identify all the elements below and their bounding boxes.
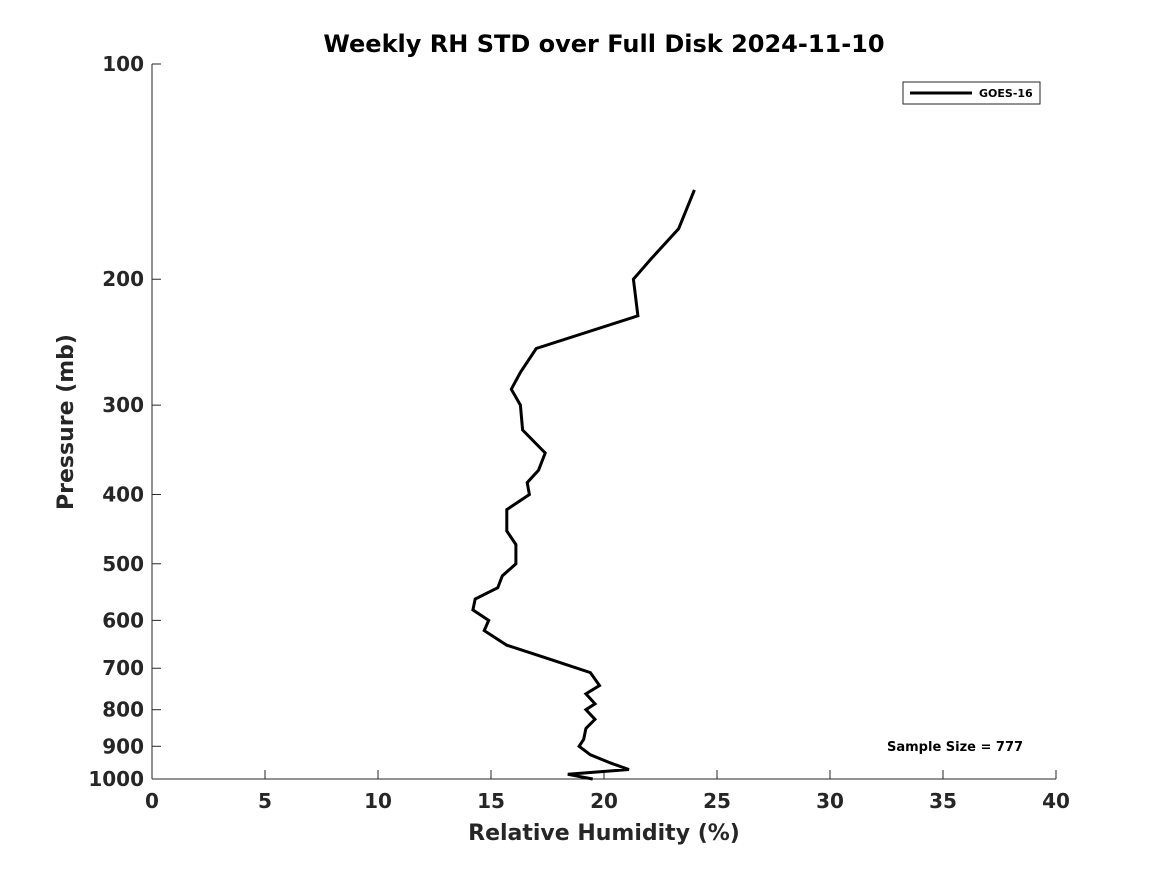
- x-axis-label: Relative Humidity (%): [468, 821, 740, 846]
- x-tick-label: 10: [364, 789, 392, 813]
- series-line-goes-16: [471, 189, 696, 781]
- y-tick-label: 100: [102, 52, 144, 76]
- chart-title: Weekly RH STD over Full Disk 2024-11-10: [323, 30, 884, 58]
- y-tick-label: 300: [102, 393, 144, 417]
- x-tick-label: 0: [145, 789, 159, 813]
- legend: GOES-16: [902, 81, 1041, 105]
- sample-size-annotation: Sample Size = 777: [887, 740, 1023, 755]
- y-tick-label: 200: [102, 267, 144, 291]
- legend-label-goes-16: GOES-16: [979, 87, 1033, 100]
- y-tick-label: 800: [102, 698, 144, 722]
- x-tick-label: 35: [929, 789, 957, 813]
- x-tick-label: 40: [1042, 789, 1070, 813]
- y-tick-label: 1000: [88, 767, 144, 791]
- x-tick-label: 30: [816, 789, 844, 813]
- x-tick-label: 15: [477, 789, 505, 813]
- series-group: [471, 189, 696, 781]
- x-ticks: 0 5 10 15 20 25 30 35 40: [145, 770, 1070, 813]
- y-tick-label: 700: [102, 656, 144, 680]
- y-ticks: 100 200 300 400 500 600 700 800 900 1000: [88, 52, 161, 791]
- y-tick-label: 400: [102, 482, 144, 506]
- y-tick-label: 900: [102, 734, 144, 758]
- y-tick-label: 500: [102, 552, 144, 576]
- x-tick-label: 5: [258, 789, 272, 813]
- y-tick-label: 600: [102, 608, 144, 632]
- y-axis-label: Pressure (mb): [54, 334, 79, 510]
- x-tick-label: 25: [703, 789, 731, 813]
- x-tick-label: 20: [590, 789, 618, 813]
